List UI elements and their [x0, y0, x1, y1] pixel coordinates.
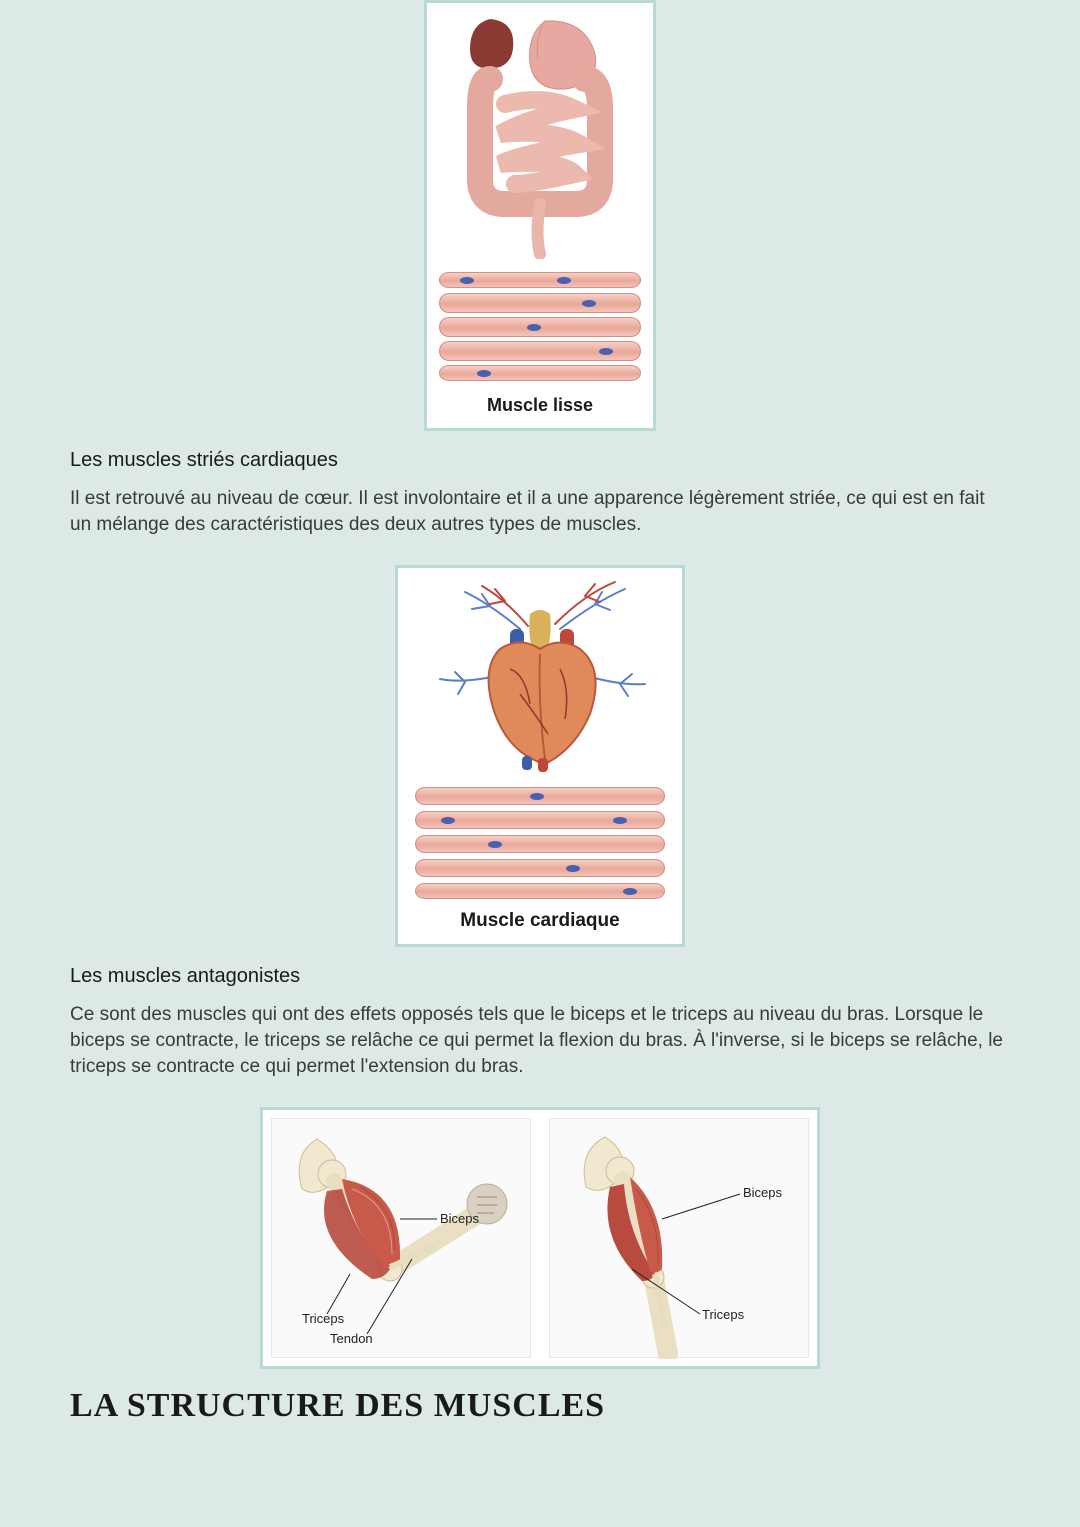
section-title-structure: LA STRUCTURE DES MUSCLES	[70, 1387, 1010, 1425]
figure-smooth-muscle: Muscle lisse	[70, 0, 1010, 431]
arm-extended-panel: Biceps Triceps	[549, 1118, 809, 1358]
figure-caption: Muscle lisse	[487, 395, 593, 416]
label-biceps: Biceps	[440, 1211, 479, 1226]
organ-illustration-digestive	[435, 9, 645, 259]
label-triceps: Triceps	[302, 1311, 344, 1326]
figure-caption: Muscle cardiaque	[460, 910, 619, 932]
arm-flexed-panel: Biceps Triceps Tendon	[271, 1118, 531, 1358]
heading-antagonist: Les muscles antagonistes	[70, 965, 1010, 988]
figure-antagonist-arms: Biceps Triceps Tendon	[70, 1107, 1010, 1369]
label-triceps: Triceps	[702, 1307, 744, 1322]
figure-cardiac-muscle: Muscle cardiaque	[70, 565, 1010, 947]
heading-cardiac: Les muscles striés cardiaques	[70, 449, 1010, 472]
tissue-illustration-smooth	[435, 267, 645, 387]
figure-frame: Muscle lisse	[424, 0, 656, 431]
organ-illustration-heart	[410, 574, 670, 774]
paragraph-cardiac: Il est retrouvé au niveau de cœur. Il es…	[70, 486, 1010, 537]
paragraph-antagonist: Ce sont des muscles qui ont des effets o…	[70, 1002, 1010, 1079]
tissue-illustration-cardiac	[410, 782, 670, 902]
label-biceps: Biceps	[743, 1185, 782, 1200]
figure-frame: Biceps Triceps Tendon	[260, 1107, 820, 1369]
figure-frame: Muscle cardiaque	[395, 565, 685, 947]
label-tendon: Tendon	[330, 1331, 373, 1346]
